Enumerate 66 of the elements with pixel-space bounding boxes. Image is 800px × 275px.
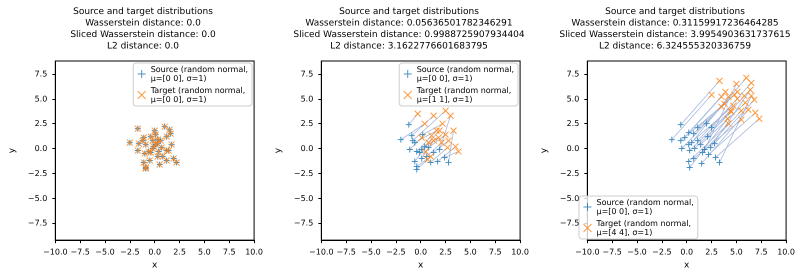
- y-tick-label: −7.5: [560, 218, 580, 228]
- legend-label: Source (random normal, μ=[0 0], σ=1): [416, 65, 514, 83]
- y-tick-label: 7.5: [300, 69, 314, 78]
- y-tick-label: −7.5: [28, 218, 48, 228]
- x-tick-label: 5.0: [198, 248, 211, 257]
- x-tick-label: 7.5: [754, 248, 768, 257]
- x-tick-label: 2.5: [173, 248, 186, 257]
- legend-label: Source (random normal, μ=[0 0], σ=1): [150, 65, 248, 83]
- x-tick-label: −2.5: [652, 248, 672, 257]
- chart-subtitle: Wasserstein distance: 0.05636501782346291 Sliced Wasserstein distance: 0.9988725907934404 L2 distance: 3.1622776601683795: [293, 18, 525, 52]
- y-tick-label: 0.0: [34, 144, 48, 154]
- x-tick-label: 2.5: [705, 248, 718, 257]
- y-tick-label: 2.5: [300, 119, 314, 128]
- legend-label: Source (random normal, μ=[0 0], σ=1): [596, 198, 694, 216]
- x-tick-label: 0.0: [148, 248, 162, 257]
- x-axis-title: x: [684, 260, 690, 270]
- y-tick-label: 7.5: [566, 69, 580, 78]
- legend-label: Target (random normal, μ=[1 1], σ=1): [416, 86, 512, 104]
- y-tick-label: −5.0: [560, 194, 580, 203]
- x-tick-label: 5.0: [464, 248, 477, 257]
- x-tick-label: 0.0: [680, 248, 694, 257]
- y-tick-label: −2.5: [560, 168, 580, 178]
- y-tick-label: −5.0: [294, 194, 314, 203]
- x-tick-label: −10.0: [43, 248, 68, 257]
- x-tick-label: 2.5: [439, 248, 452, 257]
- x-tick-label: 7.5: [222, 248, 236, 257]
- x-tick-label: −7.5: [602, 248, 622, 257]
- y-axis-title: y: [8, 147, 18, 154]
- legend-label: Target (random normal, μ=[4 4], σ=1): [596, 219, 692, 237]
- y-tick-label: 2.5: [34, 119, 48, 128]
- y-tick-label: 5.0: [566, 94, 580, 104]
- y-tick-label: 7.5: [34, 69, 48, 78]
- y-axis-title: y: [274, 147, 284, 154]
- chart-title: Source and target distributions: [605, 6, 746, 17]
- y-tick-label: −2.5: [28, 168, 48, 178]
- x-tick-label: 10.0: [511, 248, 529, 257]
- x-tick-label: −2.5: [120, 248, 140, 257]
- x-tick-label: 7.5: [488, 248, 502, 257]
- y-tick-label: 0.0: [566, 144, 580, 154]
- x-tick-label: −7.5: [70, 248, 90, 257]
- x-tick-label: 0.0: [414, 248, 428, 257]
- y-tick-label: −5.0: [28, 194, 48, 203]
- y-tick-label: −2.5: [294, 168, 314, 178]
- x-tick-label: −5.0: [95, 248, 115, 257]
- x-tick-label: −10.0: [309, 248, 334, 257]
- x-tick-label: −10.0: [575, 248, 600, 257]
- y-tick-label: −7.5: [294, 218, 314, 228]
- x-tick-label: 10.0: [245, 248, 263, 257]
- y-tick-label: 5.0: [34, 94, 48, 104]
- x-tick-label: 5.0: [730, 248, 743, 257]
- y-tick-label: 2.5: [566, 119, 580, 128]
- y-axis-title: y: [540, 147, 550, 154]
- x-axis-title: x: [152, 260, 158, 270]
- x-axis-title: x: [418, 260, 424, 270]
- x-tick-label: −7.5: [336, 248, 356, 257]
- chart-subtitle: Wasserstein distance: 0.31159917236464285 Sliced Wasserstein distance: 3.9954903631737615 L2 distance: 6.324555320336759: [559, 18, 791, 52]
- legend-label: Target (random normal, μ=[0 0], σ=1): [150, 86, 246, 104]
- x-tick-label: −2.5: [386, 248, 406, 257]
- y-tick-label: 5.0: [300, 94, 314, 104]
- chart-title: Source and target distributions: [339, 6, 480, 17]
- x-tick-label: −5.0: [361, 248, 381, 257]
- chart-subtitle: Wasserstein distance: 0.0 Sliced Wasserstein distance: 0.0 L2 distance: 0.0: [70, 18, 216, 52]
- y-tick-label: 0.0: [300, 144, 314, 154]
- chart-title: Source and target distributions: [73, 6, 214, 17]
- x-tick-label: −5.0: [627, 248, 647, 257]
- x-tick-label: 10.0: [777, 248, 795, 257]
